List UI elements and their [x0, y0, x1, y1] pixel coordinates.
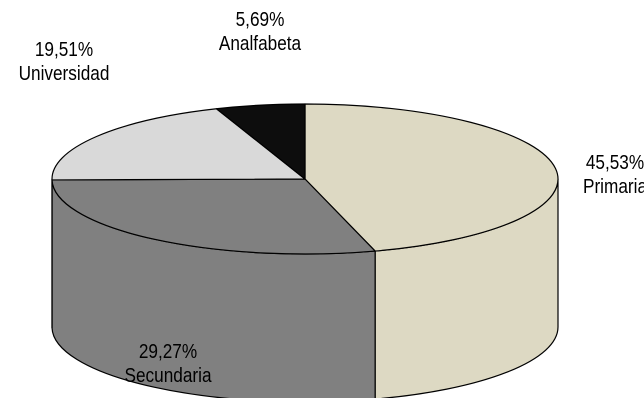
slice-top-analfabeta — [215, 103, 306, 180]
label-primaria-name: Primaria — [582, 176, 644, 198]
label-universidad: 19,51% Universidad — [12, 38, 115, 86]
label-secundaria-name: Secundaria — [124, 365, 212, 387]
label-secundaria: 29,27% Secundaria — [116, 340, 219, 388]
label-primaria-value: 45,53% — [585, 152, 644, 174]
slice-top-primaria — [304, 103, 559, 252]
slice-top-universidad — [51, 108, 306, 181]
slice-top-secundaria — [51, 178, 376, 255]
label-universidad-value: 19,51% — [34, 39, 94, 61]
label-secundaria-value: 29,27% — [138, 341, 198, 363]
label-universidad-name: Universidad — [18, 63, 110, 85]
label-analfabeta-name: Analfabeta — [218, 33, 302, 55]
label-analfabeta-value: 5,69% — [235, 9, 285, 31]
label-analfabeta: 5,69% Analfabeta — [208, 8, 311, 56]
label-primaria: 45,53% Primaria — [568, 151, 644, 199]
